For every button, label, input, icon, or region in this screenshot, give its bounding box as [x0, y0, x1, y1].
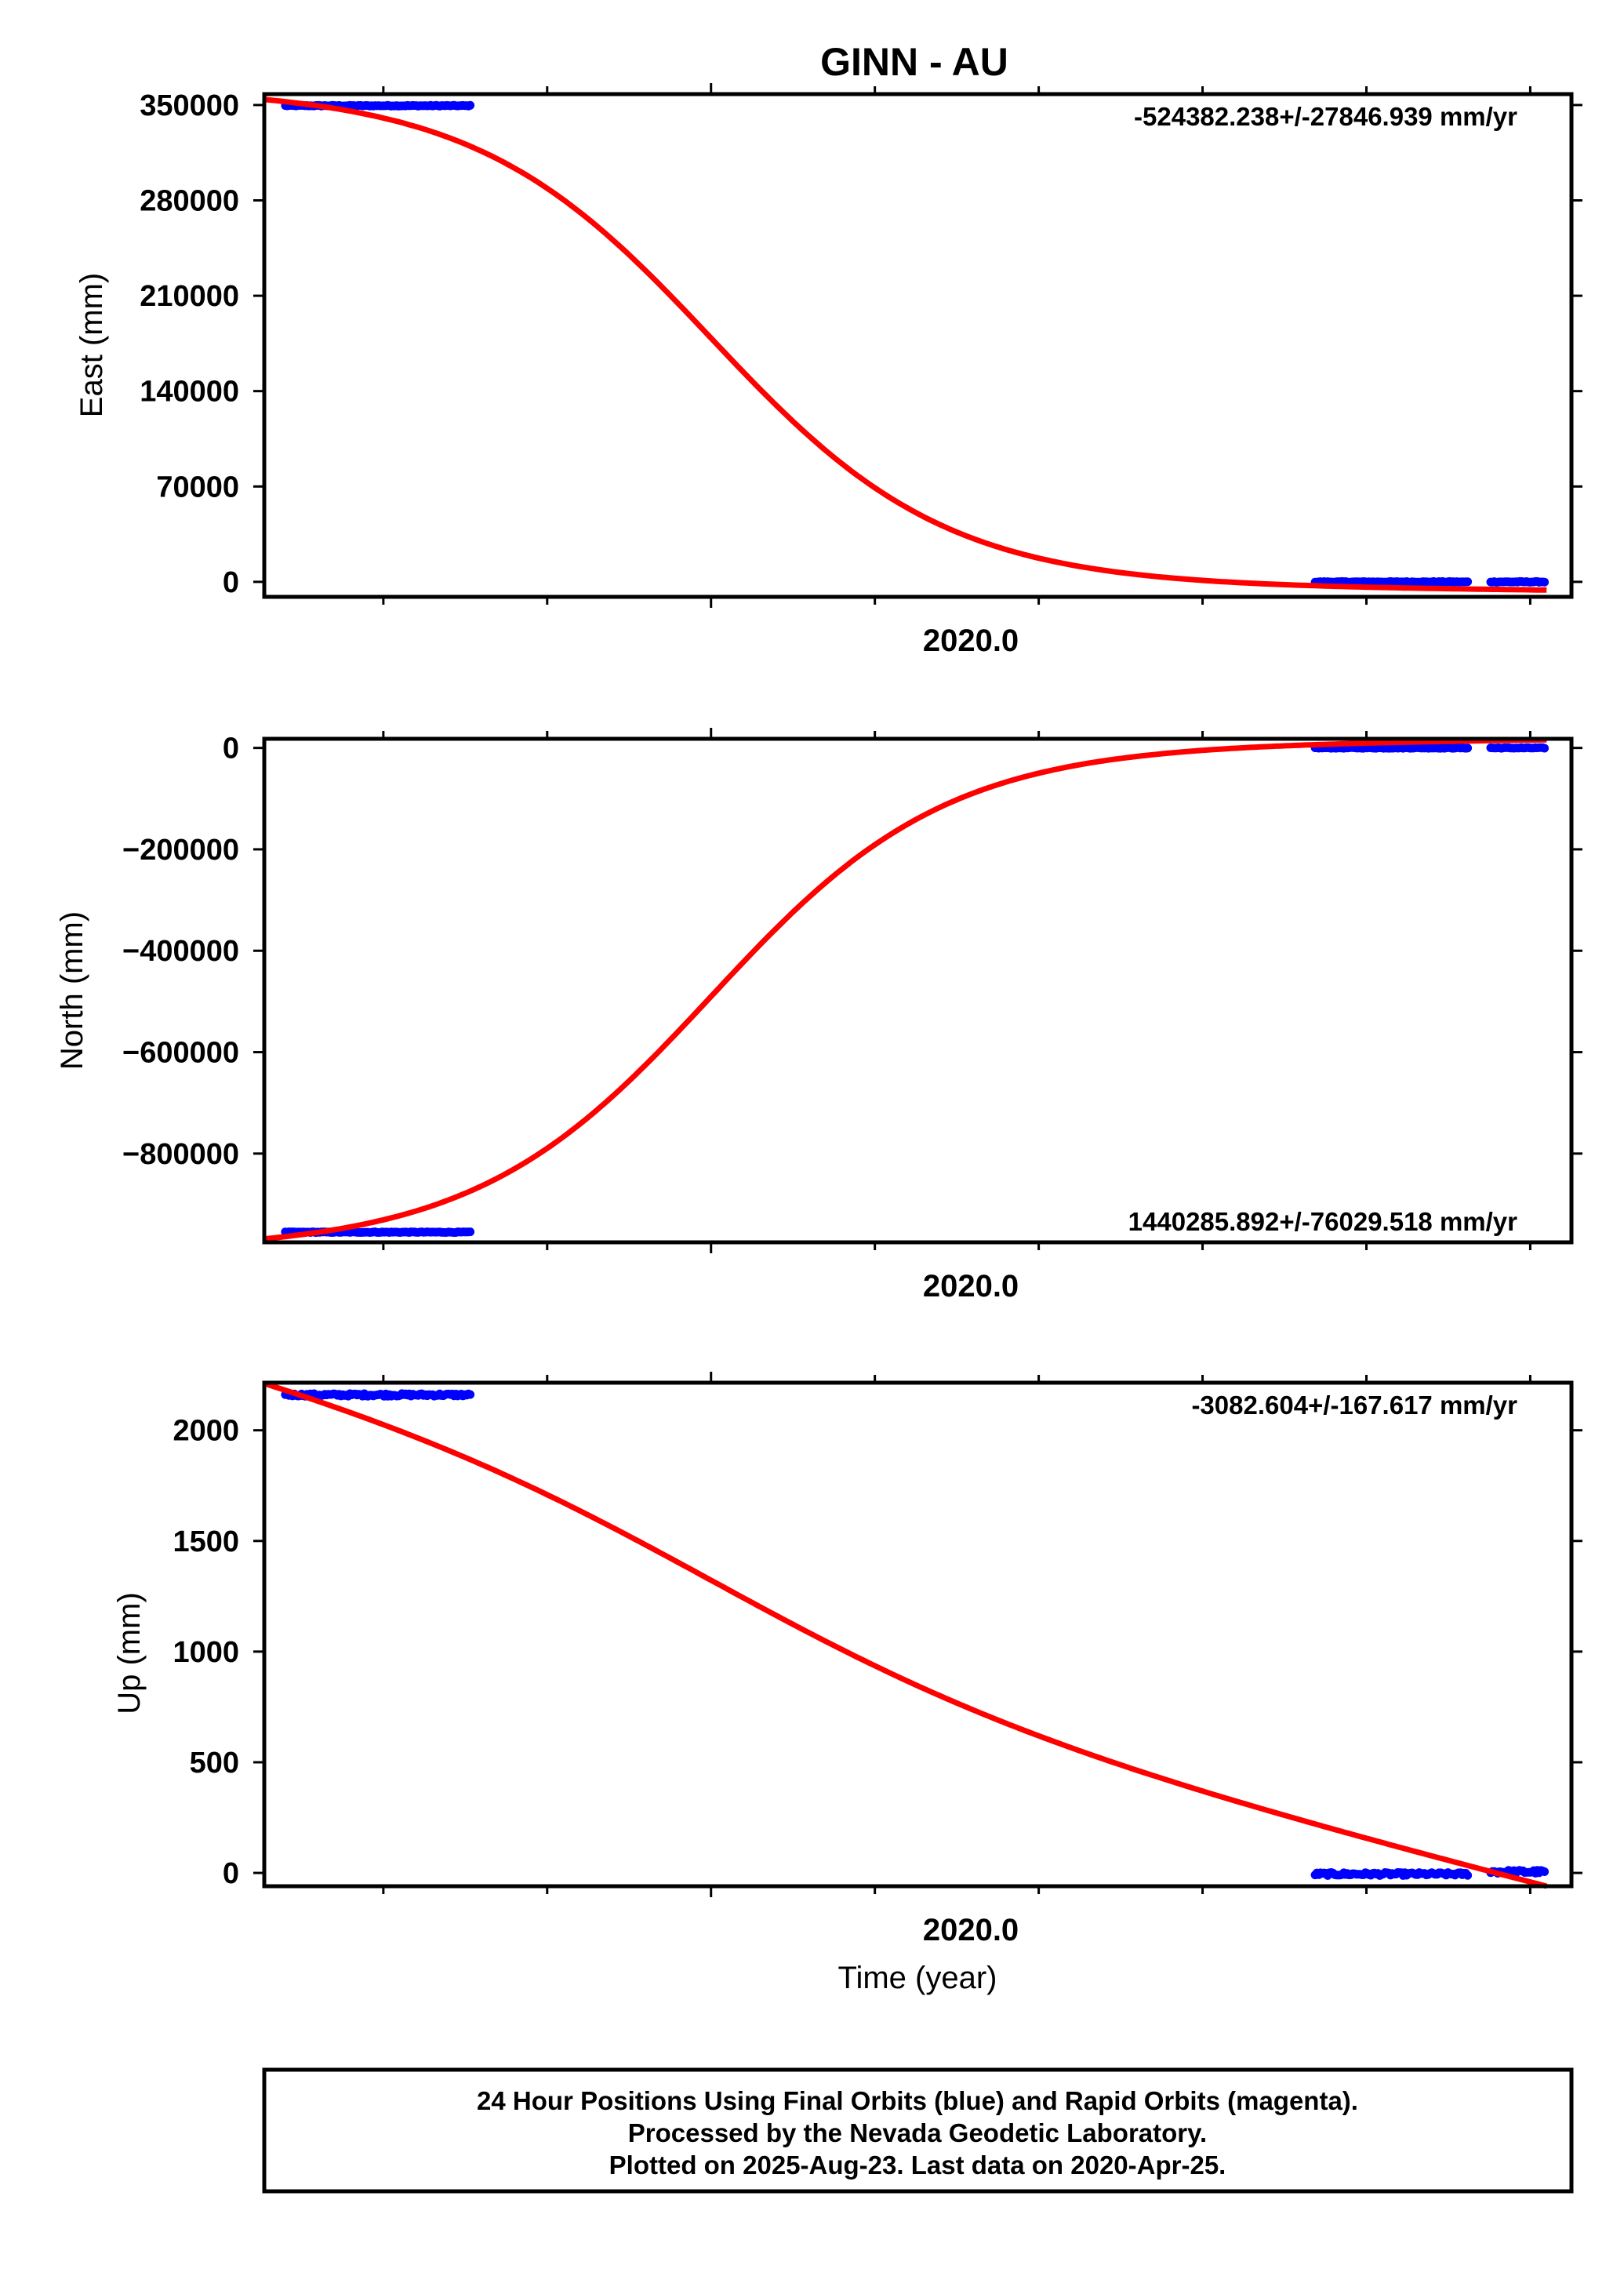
- north-tick-marks: [253, 728, 1582, 1253]
- east-plot-frame: [262, 92, 1574, 599]
- footer-line-3: Plotted on 2025-Aug-23. Last data on 202…: [609, 2151, 1226, 2180]
- up-x-tick-label: 2020.0: [923, 1913, 1019, 1947]
- east-y-tick-label: 210000: [140, 280, 239, 313]
- east-final-orbit-points: [281, 100, 1550, 587]
- east-y-tick-label: 70000: [156, 471, 239, 504]
- north-position-point: [1540, 744, 1550, 753]
- up-y-tick-label: 2000: [173, 1415, 239, 1448]
- up-y-tick-labels: 0 500 1000 1500 2000: [173, 1415, 239, 1890]
- east-model-fit-line: [265, 96, 1547, 593]
- east-rate-label: -524382.238+/-27846.939 mm/yr: [1134, 102, 1517, 131]
- east-y-tick-label: 140000: [140, 376, 239, 409]
- east-x-tick-label: 2020.0: [923, 624, 1019, 658]
- up-plot-frame: [262, 1380, 1574, 1889]
- up-final-orbit-points: [281, 1389, 1550, 1880]
- east-y-tick-label: 0: [223, 566, 239, 599]
- up-position-point: [1540, 1867, 1550, 1876]
- east-tick-marks: [253, 83, 1582, 608]
- north-model-fit-line: [265, 736, 1547, 1242]
- north-y-tick-label: −800000: [122, 1138, 239, 1171]
- chart-title: GINN - AU: [820, 40, 1008, 84]
- east-y-tick-label: 280000: [140, 184, 239, 217]
- north-y-tick-label: −400000: [122, 935, 239, 968]
- footer-box: 24 Hour Positions Using Final Orbits (bl…: [262, 2067, 1574, 2194]
- east-panel: 0 70000 140000 210000 280000 350000 2020.0 Ea…: [74, 83, 1582, 658]
- north-rate-label: 1440285.892+/-76029.518 mm/yr: [1128, 1207, 1517, 1236]
- footer-line-2: Processed by the Nevada Geodetic Laborat…: [628, 2118, 1207, 2147]
- x-axis-label: Time (year): [838, 1961, 997, 1995]
- up-y-tick-label: 1500: [173, 1525, 239, 1558]
- north-panel: 0 −200000 −400000 −600000 −800000 2020.0 Nor…: [55, 728, 1582, 1303]
- north-x-tick-label: 2020.0: [923, 1269, 1019, 1303]
- footer-frame: [262, 2067, 1574, 2194]
- east-y-tick-labels: 0 70000 140000 210000 280000 350000: [140, 89, 239, 599]
- north-y-tick-label: −200000: [122, 834, 239, 867]
- up-y-tick-label: 500: [190, 1747, 239, 1780]
- north-y-tick-label: 0: [223, 733, 239, 765]
- north-plot-frame: [262, 736, 1574, 1245]
- north-y-tick-labels: 0 −200000 −400000 −600000 −800000: [122, 733, 239, 1171]
- east-position-point: [1463, 577, 1473, 587]
- up-panel: 0 500 1000 1500 2000 2020.0 Time (year) Up (…: [112, 1372, 1582, 1995]
- north-y-tick-label: −600000: [122, 1037, 239, 1070]
- north-y-axis-label: North (mm): [55, 911, 89, 1070]
- up-position-point: [1463, 1871, 1473, 1880]
- up-y-tick-label: 0: [223, 1857, 239, 1890]
- footer-line-1: 24 Hour Positions Using Final Orbits (bl…: [477, 2086, 1358, 2115]
- east-y-axis-label: East (mm): [74, 273, 109, 417]
- east-y-tick-label: 350000: [140, 89, 239, 122]
- north-position-point: [1463, 744, 1473, 753]
- east-position-point: [466, 100, 475, 110]
- north-position-point: [466, 1227, 475, 1237]
- up-model-fit-line: [264, 1381, 1548, 1889]
- east-position-point: [1540, 577, 1550, 587]
- up-rate-label: -3082.604+/-167.617 mm/yr: [1191, 1391, 1517, 1420]
- up-position-point: [466, 1390, 475, 1399]
- up-y-axis-label: Up (mm): [112, 1592, 147, 1714]
- up-y-tick-label: 1000: [173, 1636, 239, 1669]
